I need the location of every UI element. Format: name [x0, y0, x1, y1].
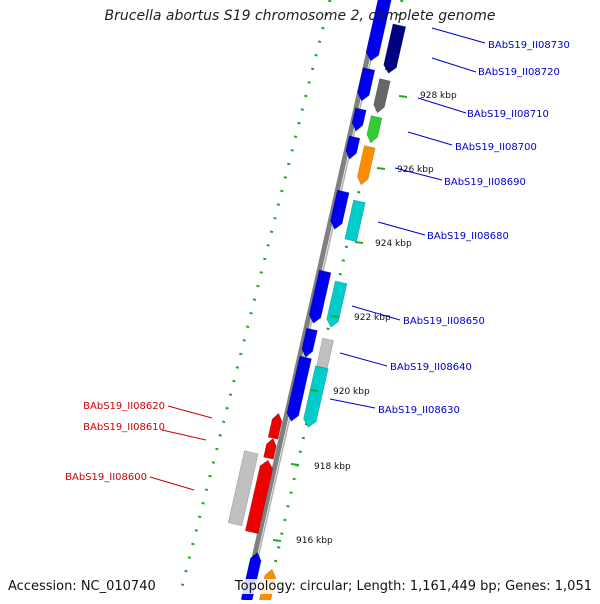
gene-leader-7 [351, 305, 401, 321]
gene-leader-9 [329, 398, 376, 409]
tick-mark-5 [309, 389, 319, 392]
gene-arrow-10 [344, 199, 366, 242]
gene-arrow-19 [227, 450, 259, 527]
gene-arrow-5 [351, 107, 367, 132]
tick-mark-6 [290, 463, 300, 466]
gene-arrow-15 [286, 355, 312, 422]
tick-mark-1 [398, 95, 408, 98]
gene-arrow-20 [244, 459, 274, 535]
gene-label-1: BAbS19_II08730 [488, 40, 570, 51]
gene-arrow-8 [357, 145, 376, 186]
gene-label-7: BAbS19_II08650 [403, 316, 485, 327]
gene-leader-5 [394, 167, 443, 181]
accession-label: Accession: NC_010740 [8, 579, 156, 594]
gene-leader-1 [431, 27, 486, 44]
gene-arrow-2 [383, 23, 407, 74]
gene-arrow-14 [316, 337, 334, 369]
gene-arrow-13 [301, 327, 318, 358]
gene-leader-10 [167, 405, 213, 419]
gene-arrow-12 [326, 280, 348, 328]
gene-label-10: BAbS19_II08620 [83, 401, 165, 412]
gene-arrow-7 [345, 135, 361, 160]
map-title: Brucella abortus S19 chromosome 2, compl… [104, 8, 496, 24]
gene-leader-4 [407, 131, 453, 146]
gene-label-3: BAbS19_II08710 [467, 109, 549, 120]
gene-leader-12 [149, 476, 195, 491]
tick-mark-3 [354, 241, 364, 244]
topology-label: Topology: circular; Length: 1,161,449 bp… [234, 579, 592, 594]
gene-label-5: BAbS19_II08690 [444, 177, 526, 188]
gene-arrow-9 [330, 189, 350, 230]
tick-label-2: 926 kbp [397, 165, 434, 175]
gene-label-4: BAbS19_II08700 [455, 142, 537, 153]
gene-arrow-3 [357, 67, 376, 102]
gene-label-12: BAbS19_II08600 [65, 472, 147, 483]
gene-label-8: BAbS19_II08640 [390, 362, 472, 373]
gene-leader-6 [377, 221, 426, 236]
gene-arrow-6 [366, 115, 383, 144]
gene-leader-8 [339, 352, 388, 367]
tick-label-1: 928 kbp [420, 91, 457, 101]
gene-leader-2 [431, 57, 477, 73]
tick-label-6: 918 kbp [314, 462, 351, 472]
gene-label-2: BAbS19_II08720 [478, 67, 560, 78]
tick-label-5: 920 kbp [333, 387, 370, 397]
gene-label-11: BAbS19_II08610 [83, 422, 165, 433]
tick-label-3: 924 kbp [375, 239, 412, 249]
gene-leader-3 [417, 97, 467, 114]
tick-mark-2 [376, 167, 386, 170]
gene-arrow-1 [365, 0, 392, 62]
gene-arrow-11 [308, 269, 332, 324]
tick-mark-7 [272, 539, 282, 542]
gene-leader-11 [161, 429, 207, 441]
gene-label-6: BAbS19_II08680 [427, 231, 509, 242]
gene-arrow-4 [373, 78, 391, 114]
tick-label-4: 922 kbp [354, 313, 391, 323]
gene-arrow-16 [303, 365, 329, 428]
gene-label-9: BAbS19_II08630 [378, 405, 460, 416]
tick-mark-4 [330, 315, 340, 318]
gene-arrow-18 [263, 437, 277, 460]
tick-label-7: 916 kbp [296, 536, 333, 546]
